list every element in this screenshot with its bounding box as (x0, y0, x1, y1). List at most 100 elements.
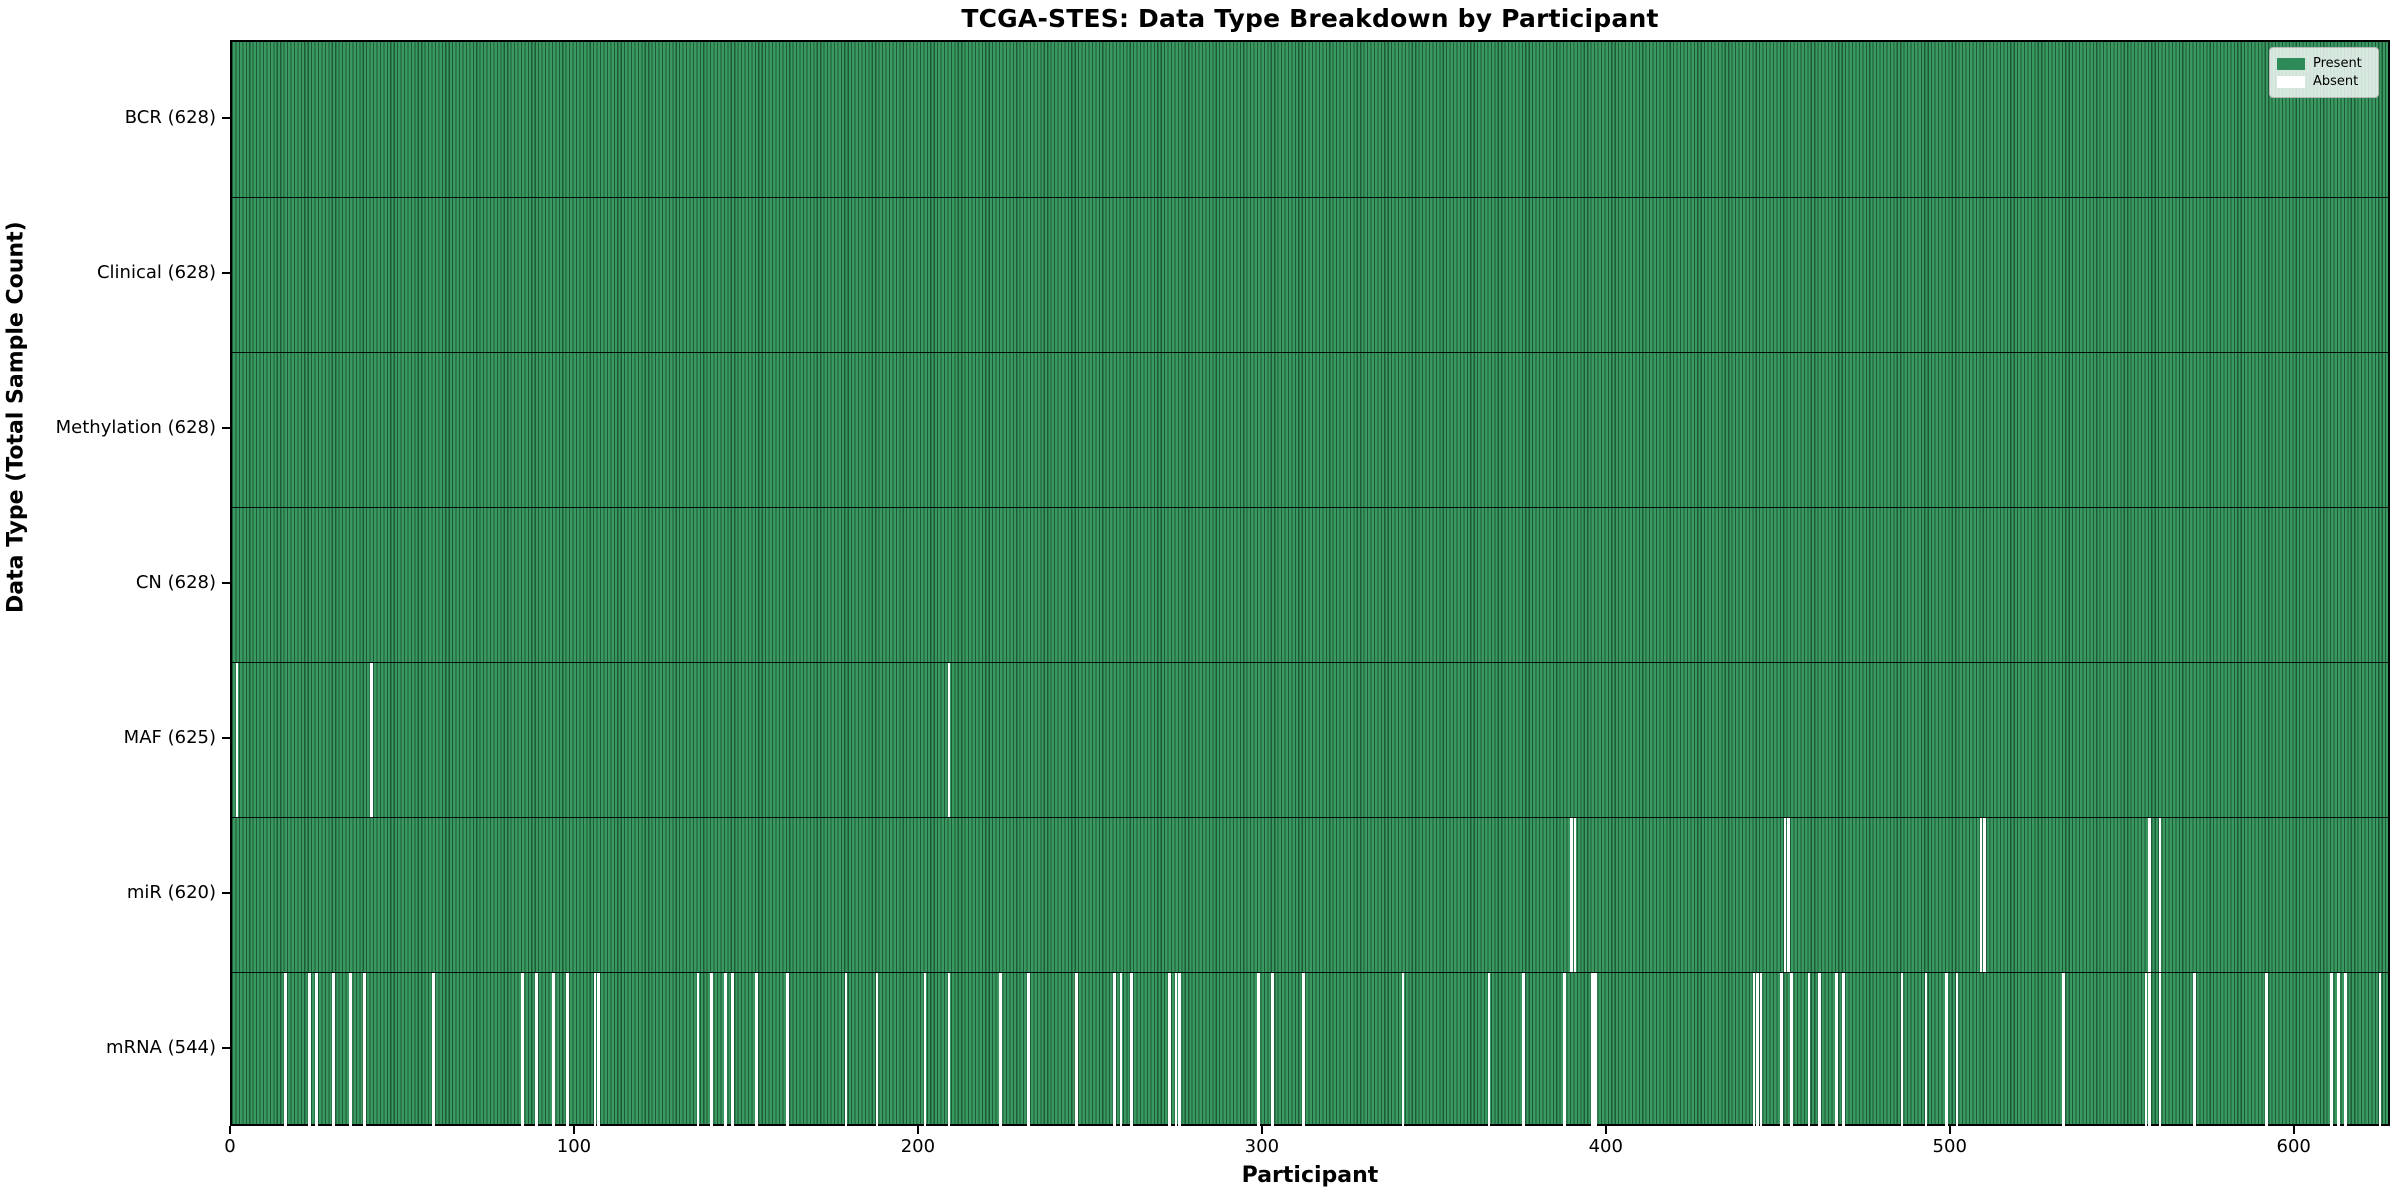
absent-gap-mRNA-612 (2337, 972, 2340, 1128)
absent-gap-mRNA-161 (786, 972, 789, 1128)
absent-gap-mRNA-29 (332, 972, 335, 1128)
xtick-mark (1604, 1126, 1607, 1134)
xtick-mark (2292, 1126, 2295, 1134)
xtick-mark (1260, 1126, 1263, 1134)
xtick-mark (916, 1126, 919, 1134)
absent-gap-mRNA-468 (1842, 972, 1845, 1128)
absent-gap-mRNA-143 (724, 972, 727, 1128)
absent-gap-mRNA-298 (1257, 972, 1260, 1128)
ytick-mark (222, 116, 230, 119)
ytick-label-miR: miR (620) (126, 882, 216, 904)
legend-entry-present: Present (2277, 56, 2370, 71)
xtick-label-400: 400 (1588, 1136, 1623, 1157)
absent-gap-mRNA-274 (1174, 972, 1178, 1128)
absent-gap-mRNA-106 (596, 972, 600, 1128)
absent-gap-mRNA-485 (1900, 972, 1904, 1128)
xtick-label-0: 0 (224, 1136, 236, 1157)
ytick-label-Clinical: Clinical (628) (96, 261, 216, 283)
absent-gap-mRNA-178 (844, 972, 848, 1128)
absent-gap-mRNA-466 (1835, 972, 1838, 1128)
absent-gap-mRNA-231 (1026, 972, 1030, 1128)
absent-gap-mRNA-444 (1759, 972, 1763, 1128)
absent-gap-mRNA-38 (363, 972, 366, 1128)
ytick-mark (222, 271, 230, 274)
legend-entry-absent: Absent (2277, 74, 2370, 89)
absent-gap-mRNA-223 (999, 972, 1003, 1128)
chart-title: TCGA-STES: Data Type Breakdown by Partic… (961, 4, 1659, 33)
legend: Present Absent (2269, 47, 2379, 98)
ytick-mark (222, 1047, 230, 1050)
absent-gap-mRNA-450 (1780, 972, 1783, 1128)
absent-gap-mRNA-152 (755, 972, 758, 1128)
absent-gap-mRNA-443 (1756, 972, 1759, 1128)
row-divider (232, 817, 2388, 819)
ytick-label-CN: CN (628) (135, 572, 216, 593)
xtick-label-600: 600 (2276, 1136, 2311, 1157)
absent-gap-mRNA-591 (2265, 972, 2268, 1128)
row-divider (232, 351, 2388, 353)
absent-gap-mRNA-557 (2148, 972, 2151, 1128)
absent-gap-mRNA-556 (2144, 972, 2148, 1128)
xtick-label-100: 100 (556, 1136, 592, 1157)
absent-gap-mRNA-256 (1112, 972, 1116, 1128)
absent-gap-mRNA-458 (1807, 972, 1811, 1128)
xtick-mark (229, 1126, 231, 1134)
absent-gap-mRNA-139 (710, 972, 714, 1128)
absent-gap-mRNA-311 (1302, 972, 1305, 1128)
absent-gap-mRNA-135 (696, 972, 700, 1128)
absent-gap-mRNA-365 (1487, 972, 1491, 1128)
absent-gap-mRNA-395 (1590, 972, 1594, 1128)
absent-gap-mRNA-15 (283, 972, 287, 1128)
absent-gap-mRNA-570 (2192, 972, 2196, 1128)
xtick-label-300: 300 (1244, 1136, 1280, 1157)
absent-gap-miR-560 (2158, 817, 2162, 973)
absent-gap-mRNA-105 (593, 972, 597, 1128)
absent-gap-miR-557 (2148, 817, 2151, 973)
absent-gap-mRNA-501 (1955, 972, 1959, 1128)
absent-gap-MAF-40 (369, 662, 373, 818)
absent-gap-mRNA-396 (1594, 972, 1598, 1128)
absent-gap-mRNA-58 (431, 972, 435, 1128)
ytick-mark (222, 737, 230, 740)
absent-gap-miR-389 (1570, 817, 1573, 973)
absent-gap-mRNA-387 (1563, 972, 1567, 1128)
absent-gap-mRNA-261 (1130, 972, 1133, 1128)
absent-gap-mRNA-187 (875, 972, 879, 1128)
xtick-label-200: 200 (900, 1136, 936, 1157)
ytick-mark (222, 892, 230, 895)
xtick-mark (572, 1126, 575, 1134)
present-bars-background (232, 42, 2388, 1124)
absent-gap-mRNA-97 (566, 972, 569, 1128)
xtick-label-500: 500 (1932, 1136, 1967, 1157)
absent-gap-miR-509 (1983, 817, 1986, 973)
ytick-label-MAF: MAF (625) (123, 727, 216, 749)
legend-swatch-present (2277, 57, 2305, 70)
legend-label: Absent (2313, 74, 2359, 89)
legend-label: Present (2313, 56, 2362, 71)
row-divider (232, 662, 2388, 664)
absent-gap-mRNA-610 (2330, 972, 2334, 1128)
ytick-mark (222, 582, 230, 584)
absent-gap-miR-452 (1787, 817, 1790, 973)
absent-gap-mRNA-375 (1522, 972, 1525, 1128)
ytick-label-Methylation: Methylation (628) (55, 416, 216, 438)
absent-gap-MAF-208 (947, 662, 951, 818)
absent-gap-mRNA-272 (1167, 972, 1171, 1128)
absent-gap-mRNA-624 (2378, 972, 2382, 1128)
absent-gap-mRNA-492 (1924, 972, 1928, 1128)
absent-gap-mRNA-88 (535, 972, 538, 1128)
absent-gap-mRNA-208 (947, 972, 951, 1128)
absent-gap-mRNA-245 (1075, 972, 1078, 1128)
absent-gap-mRNA-614 (2344, 972, 2347, 1128)
absent-gap-mRNA-258 (1119, 972, 1123, 1128)
row-divider (232, 196, 2388, 198)
absent-gap-mRNA-275 (1178, 972, 1181, 1128)
x-axis-label: Participant (1241, 1163, 1379, 1188)
legend-swatch-absent (2277, 75, 2305, 88)
absent-gap-mRNA-84 (521, 972, 524, 1128)
absent-gap-MAF-1 (235, 662, 239, 818)
absent-gap-mRNA-340 (1401, 972, 1405, 1128)
absent-gap-mRNA-93 (552, 972, 555, 1128)
ytick-mark (222, 426, 230, 429)
